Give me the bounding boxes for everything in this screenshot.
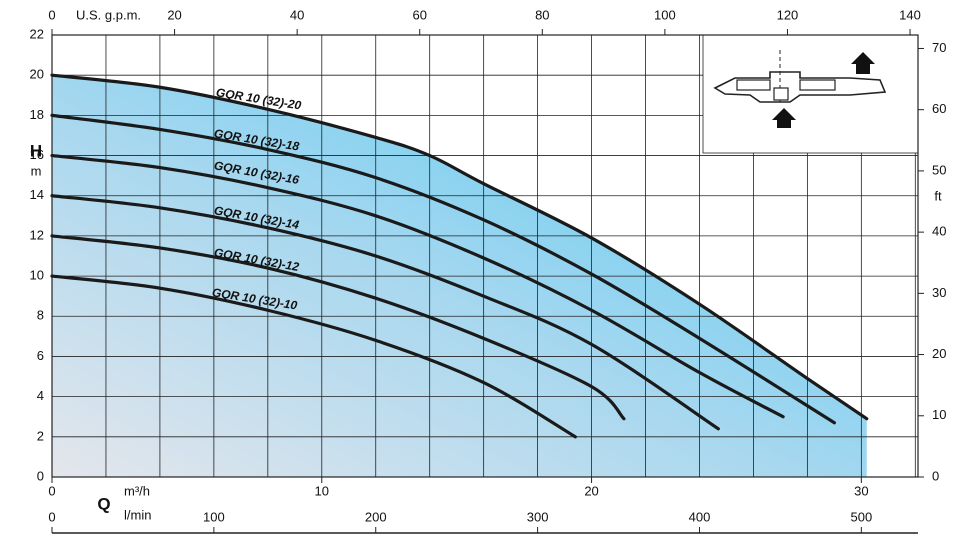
x3-tick-label: 0 xyxy=(48,509,55,524)
curve xyxy=(50,73,869,421)
x3-unit: l/min xyxy=(124,507,151,522)
y2-tick-label: 0 xyxy=(932,468,939,483)
y-tick-label: 4 xyxy=(37,388,44,403)
curve xyxy=(50,234,626,421)
x3-tick-label: 100 xyxy=(203,509,225,524)
x2-tick-label: 0 xyxy=(48,7,55,22)
x2-unit: U.S. g.p.m. xyxy=(76,7,141,22)
y-tick-label: 20 xyxy=(30,67,44,82)
y2-tick-label: 70 xyxy=(932,40,946,55)
x3-tick-label: 200 xyxy=(365,509,387,524)
x-tick-label: 30 xyxy=(854,483,868,498)
plot-frame xyxy=(51,34,919,478)
pump-diagram xyxy=(702,34,919,154)
y2-tick-label: 50 xyxy=(932,162,946,177)
x3-tick-label: 400 xyxy=(689,509,711,524)
x-axis-label: Q xyxy=(97,494,110,513)
x3-tick-label: 300 xyxy=(527,509,549,524)
x2-tick-label: 140 xyxy=(899,7,921,22)
y-tick-label: 8 xyxy=(37,308,44,323)
y2-tick-label: 30 xyxy=(932,285,946,300)
y2-tick-label: 10 xyxy=(932,407,946,422)
x2-tick-label: 100 xyxy=(654,7,676,22)
y2-tick-label: 20 xyxy=(932,346,946,361)
curve xyxy=(50,274,577,439)
y2-tick-label: 40 xyxy=(932,224,946,239)
y-tick-label: 12 xyxy=(30,227,44,242)
y-tick-label: 2 xyxy=(37,428,44,443)
y-tick-label: 18 xyxy=(30,107,44,122)
y2-tick-label: 60 xyxy=(932,101,946,116)
y-tick-label: 14 xyxy=(30,187,44,202)
x-tick-label: 20 xyxy=(584,483,598,498)
x2-tick-label: 40 xyxy=(290,7,304,22)
curve xyxy=(50,153,785,419)
curve xyxy=(50,194,720,431)
x3-tick-label: 500 xyxy=(850,509,872,524)
x2-tick-label: 80 xyxy=(535,7,549,22)
x-tick-label: 10 xyxy=(315,483,329,498)
y-tick-label: 22 xyxy=(30,26,44,41)
x2-tick-label: 60 xyxy=(412,7,426,22)
x2-tick-label: 20 xyxy=(167,7,181,22)
x-unit: m³/h xyxy=(124,483,150,498)
y-unit: m xyxy=(31,163,42,178)
y-tick-label: 16 xyxy=(30,147,44,162)
x-tick-label: 0 xyxy=(48,483,55,498)
curve xyxy=(50,113,836,425)
x2-tick-label: 120 xyxy=(777,7,799,22)
y-axis-label: H xyxy=(30,141,42,160)
y-tick-label: 6 xyxy=(37,348,44,363)
y2-unit: ft xyxy=(934,188,942,203)
y-tick-label: 0 xyxy=(37,468,44,483)
y-tick-label: 10 xyxy=(30,268,44,283)
